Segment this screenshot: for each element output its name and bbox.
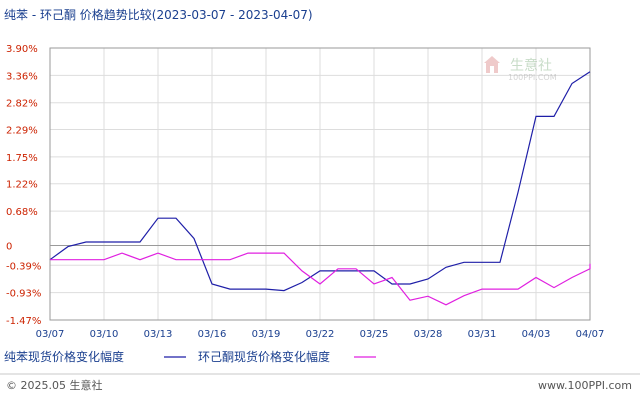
x-tick-label: 04/03	[522, 329, 551, 340]
footer-copyright: © 2025.05 生意社	[6, 378, 102, 392]
x-tick-label: 03/07	[36, 329, 65, 340]
x-tick-label: 03/22	[306, 329, 335, 340]
series-line-benzene	[49, 71, 591, 292]
y-tick-label: 2.82%	[6, 99, 38, 110]
x-tick-label: 03/13	[144, 329, 173, 340]
legend: 纯苯现货价格变化幅度 环己酮现货价格变化幅度	[4, 349, 376, 364]
legend-label-benzene: 纯苯现货价格变化幅度	[4, 349, 124, 364]
footer-site: www.100PPI.com	[538, 379, 632, 392]
x-tick-label: 03/25	[360, 329, 389, 340]
y-tick-label: 1.22%	[6, 180, 38, 191]
legend-label-cyclohexanone: 环己酮现货价格变化幅度	[198, 349, 330, 364]
x-axis-ticks: 03/07 03/10 03/13 03/16 03/19 03/22 03/25 03/28…	[36, 329, 605, 340]
y-tick-label: 1.75%	[6, 153, 38, 164]
y-tick-label: -1.47%	[6, 316, 41, 327]
x-tick-label: 03/10	[90, 329, 119, 340]
series-line-cyclohexanone	[50, 252, 591, 306]
y-tick-label: -0.39%	[6, 261, 41, 272]
watermark: 生意社 100PPI.COM	[484, 56, 557, 82]
y-tick-label: 0	[6, 242, 12, 253]
watermark-sub: 100PPI.COM	[508, 73, 557, 82]
y-tick-label: 3.36%	[6, 71, 38, 82]
x-tick-label: 03/19	[252, 329, 281, 340]
x-tick-label: 03/28	[414, 329, 443, 340]
y-tick-label: 3.90%	[6, 44, 38, 55]
y-tick-label: 2.29%	[6, 126, 38, 137]
y-tick-label: -0.93%	[6, 289, 41, 300]
plot-area-border	[49, 47, 591, 321]
series-group	[49, 71, 591, 306]
watermark-logo-icon	[484, 56, 500, 73]
watermark-name: 生意社	[510, 57, 552, 74]
x-tick-label: 04/07	[576, 329, 605, 340]
x-tick-label: 03/31	[468, 329, 497, 340]
y-tick-label: 0.68%	[6, 207, 38, 218]
x-tick-label: 03/16	[198, 329, 227, 340]
chart-title: 纯苯 - 环己酮 价格趋势比较(2023-03-07 - 2023-04-07)	[4, 7, 313, 22]
y-axis-ticks: 3.90% 3.36% 2.82% 2.29% 1.75% 1.22% 0.68% 0 -0.3…	[6, 44, 41, 327]
